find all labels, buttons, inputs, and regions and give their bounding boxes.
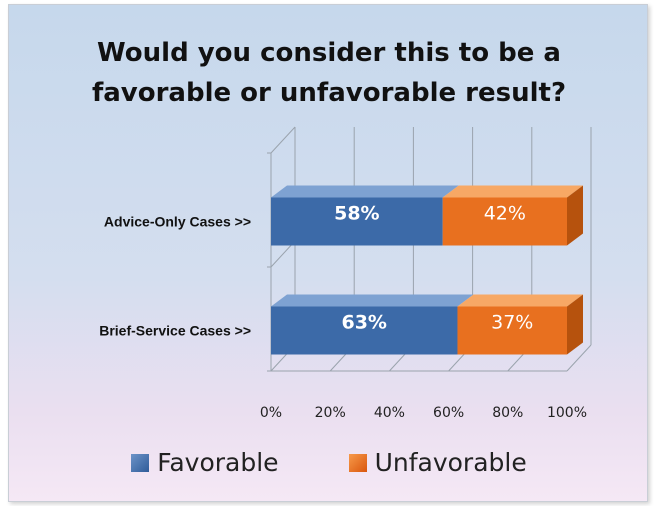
chart-title-line-2: favorable or unfavorable result? [91, 78, 567, 108]
left-wall-top-edge [270, 126, 296, 154]
x-tick-label: 20% [315, 405, 346, 421]
x-tick-label: 100% [547, 405, 587, 421]
x-tick-label: 40% [374, 405, 405, 421]
chart-frame: Would you consider this to be a favorabl… [8, 4, 648, 502]
bar-segment-favorable [271, 197, 443, 246]
data-label: 42% [484, 203, 526, 225]
bar-top-favorable [271, 294, 474, 307]
bar-segment-unfavorable [442, 197, 567, 246]
bar-side [567, 294, 583, 355]
data-label: 63% [341, 312, 386, 334]
bar-segment-favorable [271, 306, 458, 355]
chart-title: Would you consider this to be a favorabl… [9, 33, 649, 113]
data-label: 37% [491, 312, 533, 334]
legend-swatch-unfavorable [348, 453, 367, 472]
legend-item-unfavorable: Unfavorable [348, 448, 527, 477]
chart-title-line-1: Would you consider this to be a [97, 38, 561, 68]
category-label: Advice-Only Cases >> [104, 214, 251, 230]
bar-chart: Advice-Only Cases >> 58% 42% Brief-Service … [99, 126, 592, 421]
bar-segment-unfavorable [457, 306, 567, 355]
bar-side [567, 185, 583, 246]
bar-top-favorable [271, 185, 459, 198]
data-label: 58% [334, 203, 379, 225]
bar-top-unfavorable [457, 294, 583, 307]
x-tick-label: 60% [433, 405, 464, 421]
category-label: Brief-Service Cases >> [99, 323, 251, 339]
legend-label-favorable: Favorable [157, 448, 279, 477]
bar-top-unfavorable [442, 185, 583, 198]
legend-item-favorable: Favorable [131, 448, 279, 477]
floor-line [566, 344, 592, 372]
chart-legend: Favorable Unfavorable [9, 448, 649, 477]
legend-label-unfavorable: Unfavorable [374, 448, 527, 477]
x-tick-label: 0% [260, 405, 282, 421]
legend-swatch-favorable [131, 453, 150, 472]
x-tick-label: 80% [492, 405, 523, 421]
